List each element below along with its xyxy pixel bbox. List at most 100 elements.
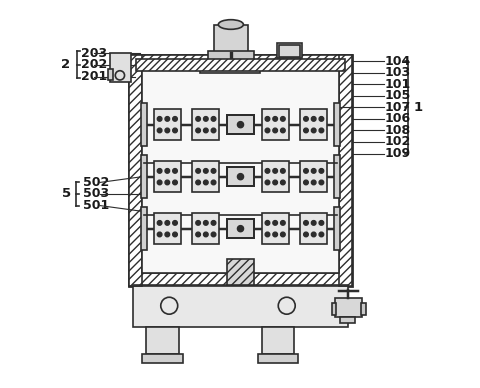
Circle shape [165, 116, 169, 121]
Bar [192, 161, 219, 192]
Circle shape [311, 180, 315, 185]
Circle shape [311, 128, 315, 133]
Circle shape [272, 168, 277, 173]
Text: 202: 202 [81, 59, 107, 71]
Text: 101: 101 [384, 78, 410, 91]
Circle shape [311, 232, 315, 237]
Text: 5: 5 [62, 187, 71, 201]
Circle shape [203, 116, 208, 121]
Bar [135, 59, 345, 71]
Circle shape [272, 128, 277, 133]
Circle shape [157, 116, 162, 121]
Bar [261, 161, 288, 192]
Circle shape [280, 168, 285, 173]
Circle shape [211, 116, 216, 121]
Bar [261, 327, 294, 354]
Circle shape [318, 221, 323, 225]
Text: 106: 106 [384, 113, 410, 125]
Bar [300, 109, 326, 140]
Bar [227, 260, 253, 284]
Text: 203: 203 [81, 47, 107, 60]
Text: 503: 503 [83, 187, 108, 201]
Text: 105: 105 [384, 89, 410, 102]
Circle shape [318, 116, 323, 121]
Bar [334, 298, 361, 317]
Bar [132, 284, 348, 327]
Bar [227, 115, 253, 134]
Circle shape [157, 128, 162, 133]
Circle shape [303, 232, 308, 237]
Circle shape [165, 180, 169, 185]
Circle shape [318, 128, 323, 133]
Bar [192, 109, 219, 140]
Circle shape [280, 180, 285, 185]
Bar [154, 213, 180, 244]
Circle shape [172, 232, 177, 237]
Circle shape [211, 221, 216, 225]
Circle shape [272, 180, 277, 185]
Text: 201: 201 [81, 70, 107, 83]
Bar [261, 213, 288, 244]
Circle shape [264, 168, 269, 173]
Circle shape [195, 128, 200, 133]
Circle shape [165, 168, 169, 173]
Circle shape [303, 180, 308, 185]
Circle shape [311, 221, 315, 225]
Bar [339, 317, 355, 323]
Circle shape [172, 116, 177, 121]
Bar [154, 109, 180, 140]
Circle shape [165, 232, 169, 237]
Circle shape [203, 168, 208, 173]
Bar [213, 24, 248, 54]
Circle shape [172, 221, 177, 225]
Text: 502: 502 [83, 176, 108, 189]
Circle shape [264, 232, 269, 237]
Circle shape [211, 180, 216, 185]
Bar [261, 109, 288, 140]
Bar [200, 61, 259, 73]
Circle shape [211, 128, 216, 133]
Circle shape [318, 180, 323, 185]
Bar [333, 104, 339, 146]
Text: 102: 102 [384, 135, 410, 149]
Circle shape [264, 116, 269, 121]
Circle shape [211, 232, 216, 237]
Circle shape [272, 232, 277, 237]
Text: 108: 108 [384, 124, 410, 137]
Bar [333, 208, 339, 250]
Bar [141, 208, 147, 250]
Circle shape [195, 221, 200, 225]
Circle shape [165, 128, 169, 133]
Bar [141, 156, 147, 198]
Circle shape [157, 232, 162, 237]
Circle shape [203, 221, 208, 225]
Bar [278, 45, 300, 57]
Bar [300, 161, 326, 192]
Circle shape [318, 168, 323, 173]
Ellipse shape [218, 20, 243, 29]
Bar [129, 273, 351, 286]
Circle shape [195, 116, 200, 121]
Bar [109, 54, 131, 82]
Bar [129, 55, 351, 286]
Circle shape [211, 168, 216, 173]
Bar [108, 69, 113, 80]
Bar [154, 161, 180, 192]
Text: 109: 109 [384, 147, 410, 160]
Circle shape [264, 221, 269, 225]
Circle shape [203, 128, 208, 133]
Circle shape [311, 116, 315, 121]
Circle shape [311, 168, 315, 173]
Bar [276, 43, 301, 59]
Circle shape [280, 232, 285, 237]
Bar [141, 104, 147, 146]
Circle shape [280, 128, 285, 133]
Circle shape [303, 116, 308, 121]
Circle shape [157, 168, 162, 173]
Circle shape [303, 128, 308, 133]
Circle shape [172, 180, 177, 185]
Text: 2: 2 [60, 59, 70, 71]
Circle shape [172, 168, 177, 173]
Circle shape [203, 180, 208, 185]
Bar [207, 52, 253, 63]
